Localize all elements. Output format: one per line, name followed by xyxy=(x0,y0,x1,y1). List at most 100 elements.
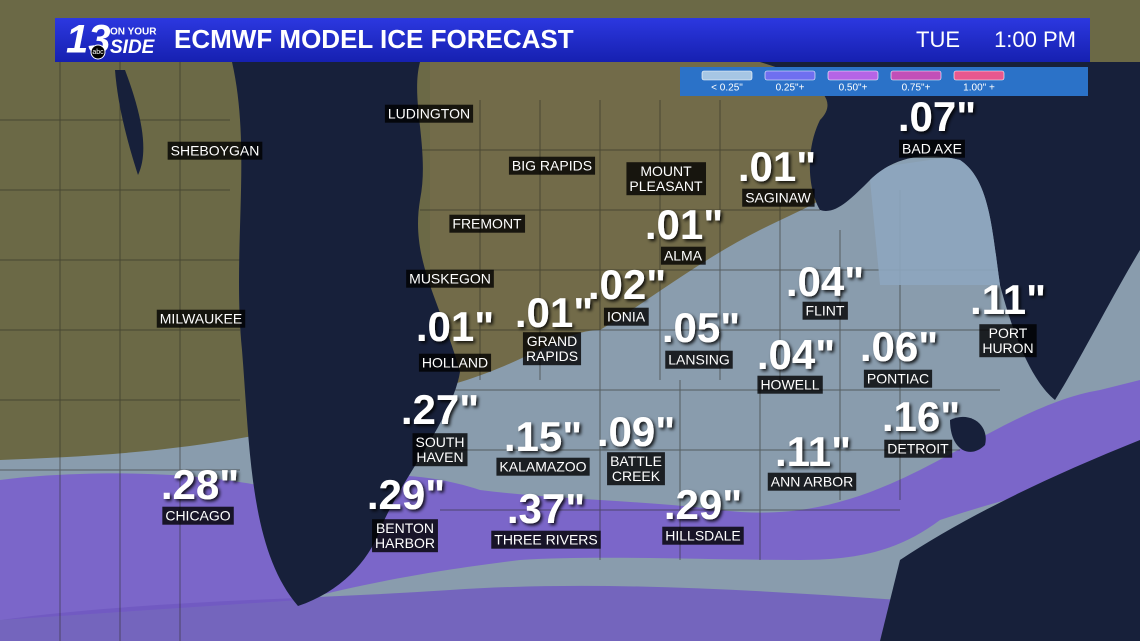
legend-label: 0.50"+ xyxy=(839,83,868,94)
label-bg xyxy=(491,530,601,549)
label-bg xyxy=(607,452,665,486)
city-label: SAGINAW xyxy=(742,188,815,207)
city-name: BENTON xyxy=(376,520,434,536)
city-label: SHEBOYGAN xyxy=(167,141,263,160)
city-name: HURON xyxy=(982,340,1033,356)
ice-amount: .04" xyxy=(786,258,864,305)
legend-label: 0.25"+ xyxy=(776,83,805,94)
ice-amount: .04" xyxy=(757,331,835,378)
city-label: BAD AXE xyxy=(899,139,965,158)
city-label: BIG RAPIDS xyxy=(508,156,596,175)
county-lines xyxy=(0,60,1000,641)
thumb xyxy=(870,156,1000,285)
city-name: PONTIAC xyxy=(867,371,929,387)
lake-michigan xyxy=(232,62,460,606)
label-bg xyxy=(167,141,263,160)
ice-amount: .29" xyxy=(367,471,445,518)
label-bg xyxy=(449,214,526,233)
city-name: BATTLE xyxy=(610,453,662,469)
city-name: ALMA xyxy=(664,248,703,264)
header-time: 1:00 PM xyxy=(994,27,1076,52)
logo-line1: ON YOUR xyxy=(110,27,157,38)
label-bg xyxy=(406,269,494,288)
city-label: MUSKEGON xyxy=(406,269,494,288)
label-bg xyxy=(802,301,848,320)
city-name: LUDINGTON xyxy=(388,106,470,122)
legend-swatch xyxy=(764,70,816,81)
lake-st-clair xyxy=(950,416,986,452)
ice-amount: .11" xyxy=(970,276,1046,323)
legend-label: 1.00" + xyxy=(963,83,995,94)
city-name: BAD AXE xyxy=(902,141,962,157)
city-name: GRAND xyxy=(527,333,578,349)
legend-label: 0.75"+ xyxy=(902,83,931,94)
city-name: THREE RIVERS xyxy=(494,532,597,548)
city-label: FLINT xyxy=(802,301,848,320)
header-day: TUE xyxy=(916,27,960,52)
ice-amount: .11" xyxy=(775,428,851,475)
city-name: FREMONT xyxy=(452,216,522,232)
label-bg xyxy=(384,104,474,123)
legend-swatch xyxy=(701,70,753,81)
ice-amount: .06" xyxy=(860,323,938,370)
city-name: SHEBOYGAN xyxy=(171,143,260,159)
city-name: PORT xyxy=(989,325,1028,341)
purple-band xyxy=(0,585,900,641)
lake-huron xyxy=(760,62,1140,400)
label-bg xyxy=(899,139,965,158)
label-bg xyxy=(418,353,492,372)
label-bg xyxy=(156,309,246,328)
city-name: ANN ARBOR xyxy=(771,474,853,490)
city-name: MOUNT xyxy=(640,163,692,179)
city-name: MILWAUKEE xyxy=(160,311,242,327)
ice-amount: .01" xyxy=(416,303,494,350)
city-label: LANSING xyxy=(665,350,733,369)
label-bg xyxy=(372,519,438,553)
label-bg xyxy=(884,439,953,458)
header-bar xyxy=(55,18,1090,62)
ice-amount: .05" xyxy=(662,304,740,351)
label-bg xyxy=(508,156,596,175)
label-bg xyxy=(979,324,1037,358)
label-bg xyxy=(660,246,706,265)
ice-amount: .15" xyxy=(504,413,582,460)
city-name: MUSKEGON xyxy=(409,271,491,287)
green-bay xyxy=(115,70,144,175)
city-label: THREE RIVERS xyxy=(491,530,601,549)
legend-swatch xyxy=(953,70,1005,81)
city-name: LANSING xyxy=(668,352,729,368)
city-label: DETROIT xyxy=(884,439,953,458)
label-bg xyxy=(767,472,857,491)
label-bg xyxy=(863,369,933,388)
city-name: CHICAGO xyxy=(165,508,230,524)
city-label: ALMA xyxy=(660,246,706,265)
city-name: IONIA xyxy=(607,309,646,325)
label-bg xyxy=(603,307,649,326)
label-bg xyxy=(665,350,733,369)
label-bg xyxy=(522,332,582,366)
logo-line2: SIDE xyxy=(110,37,156,58)
label-bg xyxy=(412,433,468,467)
legend-label: < 0.25" xyxy=(711,83,743,94)
city-label: ANN ARBOR xyxy=(767,472,857,491)
city-label: KALAMAZOO xyxy=(496,457,590,476)
ice-amount: .28" xyxy=(161,461,239,508)
label-bg xyxy=(162,506,234,525)
city-label: MILWAUKEE xyxy=(156,309,246,328)
city-name: FLINT xyxy=(806,303,845,319)
city-label: IONIA xyxy=(603,307,649,326)
label-bg xyxy=(742,188,815,207)
city-name: HAVEN xyxy=(416,449,463,465)
city-name: HARBOR xyxy=(375,535,435,551)
ice-amount: .01" xyxy=(645,201,723,248)
city-name: PLEASANT xyxy=(629,178,703,194)
ice-amount: .01" xyxy=(515,289,593,336)
ice-amount: .09" xyxy=(597,408,675,455)
